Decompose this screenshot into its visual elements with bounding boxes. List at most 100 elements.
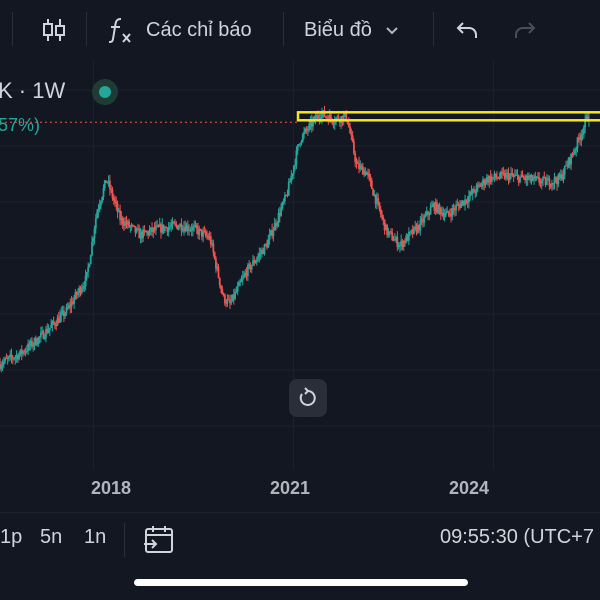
candle-body: [402, 240, 405, 248]
candle-body: [295, 150, 298, 165]
candlestick-chart[interactable]: [0, 60, 600, 520]
range-button-1p[interactable]: 1p: [0, 526, 23, 548]
candle-body: [342, 115, 345, 122]
candle-body: [372, 188, 374, 196]
candle-body: [307, 129, 309, 131]
candle-body: [195, 225, 198, 229]
candle-body: [152, 227, 155, 233]
candle-body: [202, 231, 205, 237]
price-chart[interactable]: [0, 60, 600, 520]
candle-body: [453, 209, 456, 211]
candle-body: [524, 177, 527, 181]
candle-body: [200, 229, 203, 237]
candle-body: [23, 351, 26, 353]
candle-body: [97, 209, 100, 212]
candle-body: [535, 176, 538, 178]
candle-body: [344, 112, 346, 116]
candle-body: [301, 134, 304, 142]
candle-body: [305, 128, 308, 131]
candle-body: [94, 218, 97, 229]
candle-body: [367, 172, 369, 174]
calendar-goto-icon: [143, 525, 175, 555]
candle-body: [351, 135, 354, 142]
candle-body: [493, 173, 496, 178]
candle-body: [470, 191, 473, 194]
candle-body: [74, 292, 77, 299]
candle-body: [183, 227, 185, 231]
candle-body: [79, 287, 82, 293]
candle-body: [110, 189, 113, 191]
candle-body: [203, 231, 206, 233]
candle-body: [478, 184, 481, 186]
chart-type-dropdown[interactable]: Biểu đồ: [304, 0, 400, 60]
candle-body: [130, 224, 133, 227]
candle-body: [416, 224, 419, 233]
candle-body: [414, 226, 417, 228]
candle-body: [378, 202, 381, 210]
candle-body: [522, 177, 525, 179]
candle-body: [231, 294, 234, 302]
candle-body: [542, 177, 544, 181]
candle-body: [361, 166, 364, 175]
candle-body: [147, 231, 150, 235]
candle-body: [144, 230, 147, 233]
home-indicator[interactable]: [134, 579, 468, 586]
candle-body: [185, 225, 188, 232]
candle-body: [530, 174, 533, 181]
candle-body: [519, 176, 521, 183]
undo-button[interactable]: [452, 0, 482, 60]
candle-body: [180, 223, 183, 231]
candle-body: [275, 223, 277, 226]
go-to-date-button[interactable]: [143, 525, 175, 555]
candle-body: [574, 150, 576, 154]
range-button-1n[interactable]: 1n: [84, 526, 107, 548]
x-tick-label: 2024: [448, 478, 490, 498]
symbol-interval[interactable]: K · 1W: [0, 78, 66, 103]
candle-body: [475, 185, 478, 193]
candle-body: [487, 177, 489, 183]
candle-body: [218, 277, 221, 286]
candle-body: [149, 227, 152, 231]
candles-button[interactable]: [36, 0, 72, 60]
candle-body: [16, 355, 19, 360]
candle-body: [57, 317, 60, 323]
candle-body: [443, 215, 446, 218]
candle-body: [9, 354, 12, 357]
candle-body: [441, 212, 443, 215]
candle-body: [174, 223, 176, 225]
candle-body: [220, 285, 222, 289]
candle-body: [363, 170, 366, 175]
candle-body: [176, 225, 179, 230]
reset-chart-button[interactable]: [289, 379, 327, 417]
candle-body: [333, 122, 336, 125]
candle-body: [139, 231, 142, 239]
candle-body: [531, 179, 534, 181]
indicators-button[interactable]: Các chỉ báo: [104, 0, 252, 60]
range-button-5n[interactable]: 5n: [40, 526, 63, 548]
candle-body: [482, 179, 484, 184]
candle-body: [165, 227, 167, 229]
candle-body: [491, 177, 493, 182]
candle-body: [383, 219, 386, 231]
candle-body: [312, 120, 314, 127]
clock-timezone[interactable]: 09:55:30 (UTC+7: [440, 526, 594, 548]
candle-body: [134, 226, 137, 233]
candle-body: [189, 229, 192, 231]
candle-body: [374, 194, 377, 204]
redo-button[interactable]: [510, 0, 540, 60]
candle-body: [468, 196, 470, 203]
candle-body: [161, 224, 164, 233]
candle-body: [549, 186, 552, 188]
candle-body: [420, 218, 423, 221]
candle-body: [353, 141, 355, 154]
toolbar-divider: [283, 12, 284, 46]
candle-body: [226, 299, 229, 304]
candle-body: [271, 230, 274, 237]
candle-body: [42, 331, 45, 339]
candle-body: [273, 223, 276, 231]
candle-body: [513, 175, 516, 177]
candle-body: [56, 317, 59, 326]
candle-body: [494, 173, 497, 178]
candle-body: [54, 323, 56, 326]
candle-body: [557, 174, 560, 185]
